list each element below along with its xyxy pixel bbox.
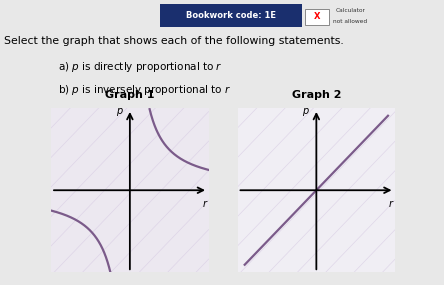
Text: Bookwork code: 1E: Bookwork code: 1E [186, 11, 276, 20]
Text: $p$: $p$ [302, 106, 310, 118]
Text: Calculator: Calculator [335, 8, 365, 13]
Text: b) $p$ is inversely proportional to $r$: b) $p$ is inversely proportional to $r$ [58, 83, 231, 97]
Text: $p$: $p$ [115, 106, 123, 118]
Text: a) $p$ is directly proportional to $r$: a) $p$ is directly proportional to $r$ [58, 60, 222, 74]
Text: Graph 2: Graph 2 [292, 90, 341, 100]
Text: Select the graph that shows each of the following statements.: Select the graph that shows each of the … [4, 36, 344, 46]
Text: $r$: $r$ [202, 198, 208, 209]
FancyBboxPatch shape [305, 9, 329, 25]
Text: $r$: $r$ [388, 198, 395, 209]
Text: not allowed: not allowed [333, 19, 367, 24]
Text: X: X [313, 13, 320, 21]
Text: Graph 1: Graph 1 [105, 90, 155, 100]
